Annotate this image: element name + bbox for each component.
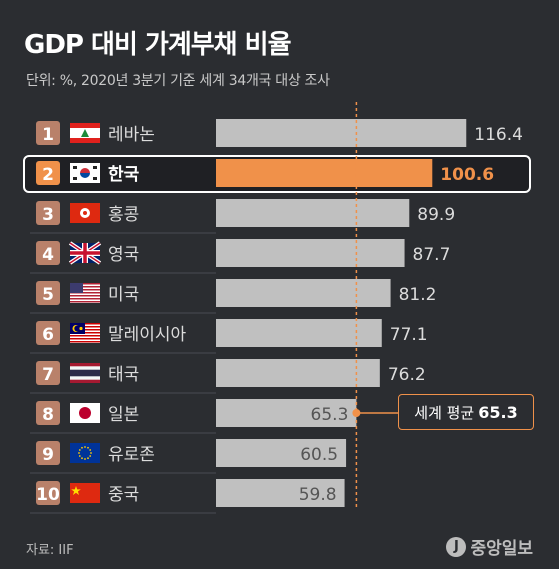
country-name: 한국 [108, 165, 140, 185]
rank-box [36, 201, 60, 225]
bar-row-8: 8 일본 65.3 [30, 399, 357, 434]
value-label: 87.7 [413, 245, 451, 265]
bar-row-10: 10 중국 59.8 [30, 479, 345, 514]
rank-number: 7 [42, 365, 54, 385]
value-label: 77.1 [390, 325, 428, 345]
logo-text: 중앙일보 [470, 539, 533, 559]
bar-row-6: 6 말레이시아 77.1 [30, 319, 428, 354]
value-label: 116.4 [474, 125, 523, 145]
bar [216, 199, 410, 227]
usa-flag [70, 283, 100, 303]
country-name: 유로존 [108, 445, 155, 465]
bar-row-4: 4 영국 87.7 [30, 239, 451, 274]
bar-row-9: 9 유로존 60.5 [30, 439, 347, 474]
bar [216, 239, 405, 267]
bar-row-5: 5 미국 81.2 [30, 279, 437, 314]
value-label: 59.8 [299, 485, 337, 505]
rank-number: 2 [42, 165, 54, 185]
chart-title: GDP 대비 가계부채 비율 [24, 30, 291, 60]
value-label: 76.2 [388, 365, 426, 385]
country-name: 중국 [108, 485, 139, 505]
rank-number: 3 [42, 205, 54, 225]
value-label: 65.3 [311, 405, 349, 425]
hongkong-flag [70, 203, 100, 223]
china-flag [70, 483, 100, 503]
country-name: 말레이시아 [108, 325, 187, 345]
rank-number: 9 [42, 445, 54, 465]
thailand-flag [70, 363, 100, 383]
country-name: 태국 [108, 365, 139, 385]
eu-flag [70, 443, 100, 463]
country-name: 영국 [108, 245, 139, 265]
lebanon-flag [70, 123, 100, 143]
bar [216, 479, 345, 507]
average-marker [352, 409, 361, 417]
rank-box [36, 361, 60, 385]
bar-row-2: 2 한국 100.6 [36, 159, 494, 187]
country-name: 홍콩 [108, 205, 139, 225]
rank-box [36, 481, 60, 505]
bar [216, 159, 433, 187]
rank-box [36, 401, 60, 425]
korea-flag [70, 163, 100, 183]
value-label: 60.5 [300, 445, 338, 465]
average-label: 세계 평균 [414, 403, 475, 422]
average-callout: 세계 평균 65.3 [398, 394, 534, 430]
rank-number: 5 [42, 285, 54, 305]
bar [216, 359, 380, 387]
uk-flag [68, 241, 102, 265]
bar [216, 319, 382, 347]
malaysia-flag [70, 323, 100, 343]
rank-box [36, 281, 60, 305]
bar [216, 439, 347, 467]
country-name: 일본 [108, 405, 139, 425]
rank-box [36, 321, 60, 345]
logo-mark-icon: J [446, 536, 467, 557]
value-label: 89.9 [417, 205, 455, 225]
bar [216, 399, 357, 427]
bar [216, 279, 391, 307]
japan-flag [70, 403, 100, 423]
rank-number: 10 [36, 485, 60, 505]
bar [216, 119, 467, 147]
country-name: 레바논 [108, 125, 155, 145]
rank-number: 8 [42, 405, 54, 425]
bar-row-3: 3 홍콩 89.9 [30, 199, 455, 234]
value-label: 81.2 [399, 285, 437, 305]
rank-number: 1 [42, 125, 54, 145]
average-value: 65.3 [478, 402, 518, 422]
publisher-logo: J 중앙일보 [446, 534, 533, 559]
chart-subtitle: 단위: %, 2020년 3분기 기준 세계 34개국 대상 조사 [26, 73, 330, 89]
rank-box [36, 441, 60, 465]
bar-row-1: 1 레바논 116.4 [36, 119, 523, 147]
value-label: 100.6 [440, 165, 494, 185]
country-name: 미국 [108, 285, 139, 305]
rank-number: 4 [42, 245, 54, 265]
bar-row-7: 7 태국 76.2 [30, 359, 426, 394]
source-note: 자료: IIF [26, 543, 74, 558]
rank-box [36, 241, 60, 265]
rank-number: 6 [42, 325, 54, 345]
rank-box [36, 161, 60, 185]
rank-box [36, 121, 60, 145]
